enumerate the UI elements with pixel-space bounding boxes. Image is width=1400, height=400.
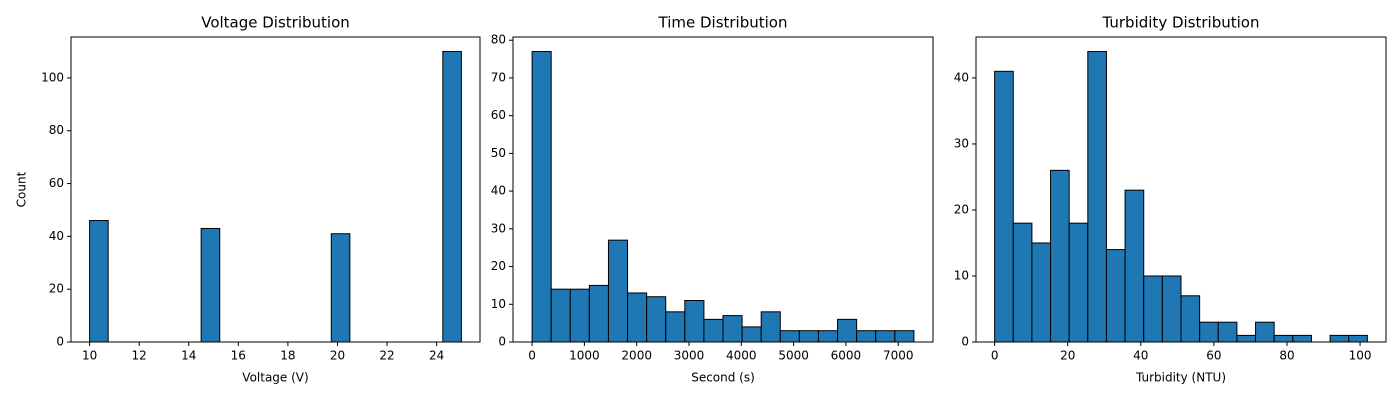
x-tick-label: 3000	[674, 349, 705, 363]
bar	[741, 326, 762, 343]
y-tick-label: 60	[491, 108, 506, 122]
x-tick-label: 24	[429, 349, 444, 363]
bar	[798, 330, 819, 343]
x-tick-label: 10	[82, 349, 97, 363]
x-tick-label: 1000	[569, 349, 600, 363]
bar	[89, 220, 109, 343]
y-tick-label: 70	[491, 70, 506, 84]
bar	[894, 330, 915, 343]
x-tick-label: 20	[1060, 349, 1075, 363]
bar	[531, 51, 552, 343]
chart-title: Turbidity Distribution	[1102, 14, 1260, 32]
y-tick-label: 80	[491, 33, 506, 47]
bar	[817, 330, 839, 343]
bar	[646, 296, 667, 343]
chart-title: Time Distribution	[658, 14, 788, 32]
bar	[1180, 295, 1201, 343]
bar	[569, 288, 590, 343]
x-tick-label: 60	[1206, 349, 1221, 363]
y-tick-label: 40	[491, 184, 506, 198]
y-tick-label: 0	[498, 335, 506, 349]
x-axis-label: Voltage (V)	[242, 371, 308, 385]
y-tick-label: 80	[49, 123, 64, 137]
y-tick-label: 50	[491, 146, 506, 160]
y-tick-label: 0	[56, 335, 64, 349]
x-tick-label: 4000	[726, 349, 757, 363]
bar	[1050, 169, 1070, 343]
bar	[856, 330, 877, 343]
x-tick-label: 16	[231, 349, 246, 363]
x-tick-label: 80	[1279, 349, 1294, 363]
x-tick-label: 0	[991, 349, 999, 363]
y-tick-label: 40	[954, 70, 969, 84]
x-tick-label: 40	[1133, 349, 1148, 363]
chart-title: Voltage Distribution	[201, 14, 350, 32]
x-tick-label: 18	[280, 349, 295, 363]
x-tick-label: 22	[379, 349, 394, 363]
bar	[330, 233, 351, 343]
y-tick-label: 40	[49, 229, 64, 243]
axes-frame	[512, 36, 934, 343]
bar	[1012, 222, 1033, 343]
bar	[994, 70, 1014, 343]
bar	[1143, 275, 1163, 343]
axes-frame	[975, 36, 1387, 343]
y-tick-label: 20	[491, 259, 506, 273]
bar	[1105, 249, 1126, 343]
bar	[1348, 334, 1368, 343]
y-tick-label: 10	[491, 297, 506, 311]
y-tick-label: 60	[49, 176, 64, 190]
y-tick-label: 10	[954, 268, 969, 282]
bar	[1161, 275, 1182, 343]
bar	[442, 51, 462, 343]
y-tick-label: 30	[954, 136, 969, 150]
x-tick-label: 100	[1349, 349, 1372, 363]
bar	[1255, 321, 1275, 343]
x-tick-label: 7000	[883, 349, 914, 363]
x-tick-label: 12	[132, 349, 147, 363]
bar	[1292, 334, 1312, 343]
y-tick-label: 0	[961, 335, 969, 349]
bar	[1273, 334, 1294, 343]
y-tick-label: 100	[41, 70, 64, 84]
bar	[1199, 321, 1219, 343]
y-tick-label: 20	[954, 202, 969, 216]
y-tick-label: 20	[49, 282, 64, 296]
y-axis-label: Count	[15, 171, 29, 207]
bar	[875, 330, 896, 343]
axes-frame	[70, 36, 481, 343]
bar	[607, 239, 629, 343]
bar	[200, 227, 221, 343]
bar	[779, 330, 800, 343]
x-axis-label: Second (s)	[691, 371, 755, 385]
bar	[837, 318, 858, 343]
bar	[1124, 189, 1145, 343]
bar	[1087, 51, 1107, 343]
bar	[760, 311, 781, 343]
x-tick-label: 5000	[778, 349, 809, 363]
x-tick-label: 6000	[831, 349, 862, 363]
bar	[1068, 222, 1089, 343]
x-tick-label: 20	[330, 349, 345, 363]
bar	[684, 300, 705, 343]
bar	[722, 315, 743, 343]
bar	[1217, 321, 1238, 343]
x-axis-label: Turbidity (NTU)	[1135, 371, 1226, 385]
bar	[588, 284, 609, 343]
bar	[1329, 334, 1350, 343]
bar	[550, 288, 571, 343]
bar	[1031, 242, 1052, 343]
bar	[1236, 334, 1257, 343]
y-tick-label: 30	[491, 221, 506, 235]
bar	[665, 311, 686, 343]
bar	[627, 292, 648, 343]
x-tick-label: 0	[528, 349, 536, 363]
x-tick-label: 14	[181, 349, 196, 363]
bar	[703, 318, 724, 343]
x-tick-label: 2000	[621, 349, 652, 363]
